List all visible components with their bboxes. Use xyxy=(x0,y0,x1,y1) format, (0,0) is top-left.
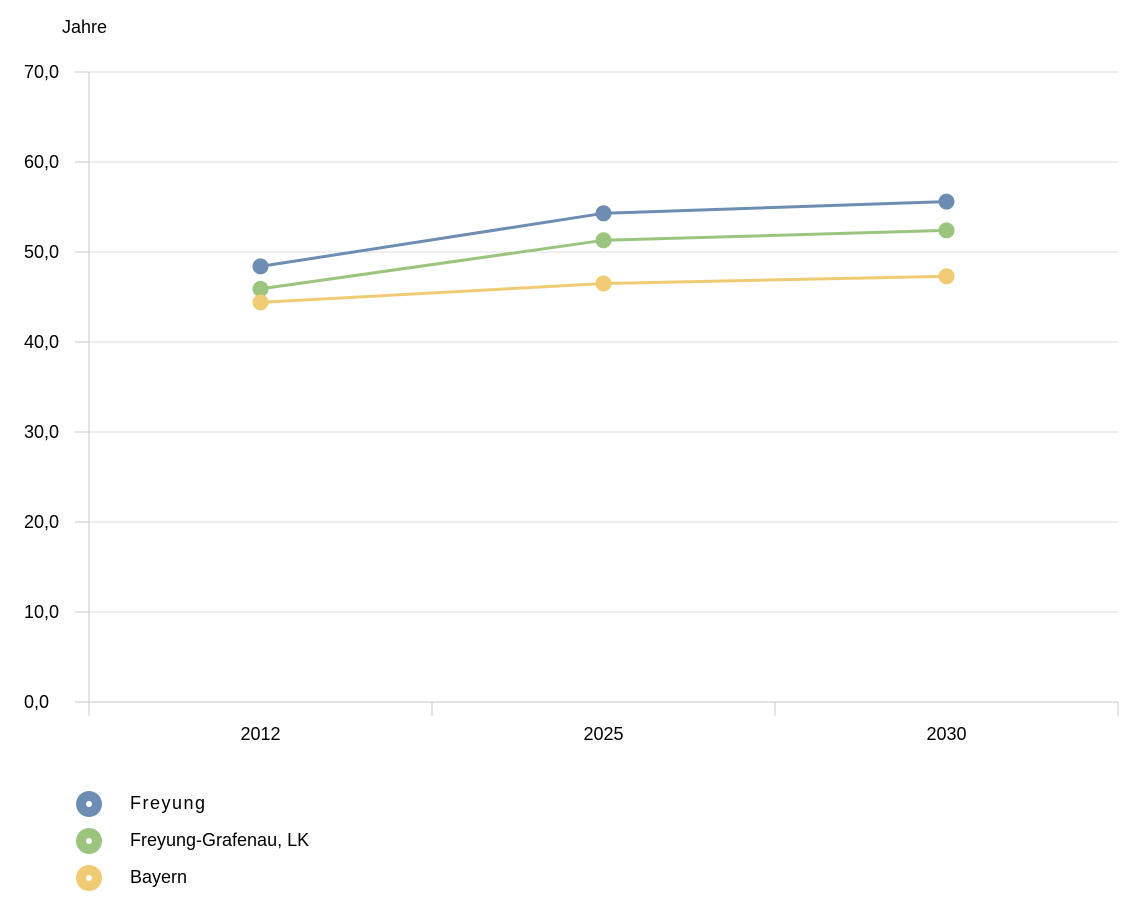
legend-item-freyung[interactable]: Freyung xyxy=(76,785,309,822)
data-point xyxy=(938,268,955,285)
x-tick-label: 2025 xyxy=(583,724,623,744)
data-point xyxy=(938,222,955,239)
legend-marker-icon xyxy=(76,790,102,817)
legend-label: Freyung-Grafenau, LK xyxy=(130,830,310,850)
legend-marker-icon xyxy=(76,827,102,854)
data-point xyxy=(252,258,269,275)
legend-label: Freyung xyxy=(130,793,207,813)
x-tick-label: 2030 xyxy=(926,724,966,744)
data-point xyxy=(595,205,612,222)
data-point xyxy=(938,193,955,210)
y-tick-label: 40,0 xyxy=(24,332,59,352)
y-tick-label: 30,0 xyxy=(24,422,59,442)
y-tick-label: 60,0 xyxy=(24,152,59,172)
axes: Jahre 0,0 10,0 20,0 30,0 40,0 50,0 60,0 70,0 201… xyxy=(24,17,1119,744)
series-lines xyxy=(252,193,955,311)
x-tick-label: 2012 xyxy=(240,724,280,744)
legend: Freyung Freyung-Grafenau, LK Bayern xyxy=(76,785,309,896)
gridlines xyxy=(75,71,1118,703)
data-point xyxy=(595,275,612,292)
legend-label: Bayern xyxy=(130,867,188,887)
data-point xyxy=(252,294,269,311)
y-unit-label: Jahre xyxy=(62,17,107,37)
y-tick-label: 10,0 xyxy=(24,602,59,622)
y-tick-label: 20,0 xyxy=(24,512,59,532)
data-point xyxy=(252,280,269,297)
y-tick-label: 70,0 xyxy=(24,62,59,82)
legend-item-freyung-grafenau[interactable]: Freyung-Grafenau, LK xyxy=(76,822,309,859)
y-tick-label: 50,0 xyxy=(24,242,59,262)
data-point xyxy=(595,232,612,249)
legend-item-bayern[interactable]: Bayern xyxy=(76,859,309,896)
legend-marker-icon xyxy=(76,864,102,891)
y-tick-label: 0,0 xyxy=(24,692,49,712)
